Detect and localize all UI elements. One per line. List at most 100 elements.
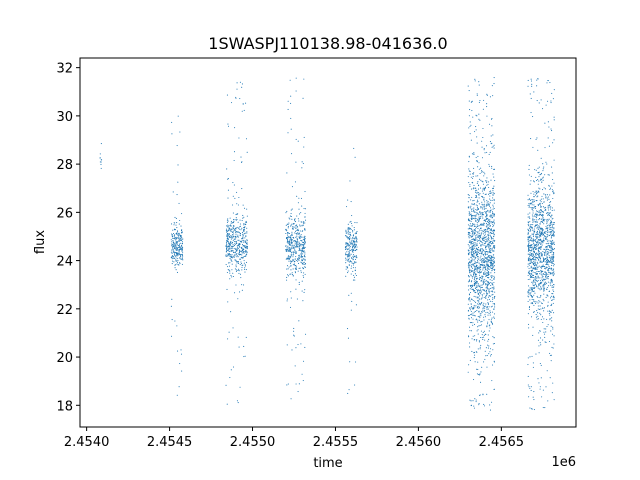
- data-point: [232, 195, 234, 197]
- data-point: [532, 254, 534, 256]
- data-point: [553, 192, 555, 194]
- data-point: [291, 186, 293, 188]
- data-point: [239, 386, 241, 388]
- data-point: [527, 245, 529, 248]
- data-point: [489, 205, 491, 207]
- data-point: [485, 333, 487, 335]
- data-point: [484, 278, 486, 280]
- data-point: [467, 234, 469, 236]
- data-point: [470, 248, 472, 250]
- data-point: [484, 261, 486, 263]
- data-point: [350, 253, 352, 255]
- data-point: [232, 255, 234, 258]
- data-point: [235, 270, 237, 272]
- data-point: [297, 218, 299, 220]
- data-point: [542, 273, 544, 275]
- data-point: [485, 246, 487, 248]
- data-point: [286, 238, 289, 240]
- data-point: [540, 243, 542, 245]
- data-point: [538, 257, 540, 259]
- data-point: [486, 244, 489, 246]
- data-point: [479, 271, 481, 273]
- plot-frame: [79, 57, 577, 428]
- data-point: [481, 237, 483, 239]
- data-point: [286, 300, 288, 302]
- data-point: [488, 211, 490, 213]
- data-point: [540, 210, 542, 212]
- data-point: [529, 278, 531, 280]
- data-point: [531, 238, 533, 240]
- data-point: [469, 267, 471, 269]
- data-point: [489, 123, 491, 125]
- data-point: [242, 234, 244, 236]
- data-point: [294, 232, 296, 234]
- data-point: [551, 268, 553, 270]
- data-point: [483, 254, 485, 256]
- data-point: [478, 251, 480, 253]
- data-point: [539, 386, 541, 388]
- data-point: [481, 275, 483, 277]
- data-point: [298, 213, 301, 215]
- data-point: [287, 255, 289, 257]
- data-point: [479, 212, 482, 214]
- data-point: [231, 242, 233, 244]
- data-point: [478, 81, 480, 83]
- data-point: [473, 308, 475, 310]
- data-point: [492, 311, 494, 313]
- data-point: [476, 270, 478, 272]
- data-point: [478, 192, 480, 194]
- data-point: [538, 382, 540, 384]
- data-point: [237, 236, 240, 238]
- data-point: [487, 308, 489, 310]
- data-point: [470, 256, 472, 258]
- data-point: [474, 276, 476, 278]
- data-point: [534, 239, 536, 241]
- data-point: [549, 352, 551, 354]
- data-point: [179, 246, 181, 248]
- data-point: [294, 221, 297, 223]
- data-point: [547, 196, 549, 198]
- data-point: [527, 375, 529, 378]
- data-point: [531, 233, 533, 235]
- data-point: [542, 218, 545, 220]
- data-point: [537, 315, 539, 317]
- data-point: [537, 248, 539, 250]
- data-point: [177, 264, 179, 266]
- data-point: [492, 297, 494, 299]
- data-point: [355, 256, 357, 258]
- data-point: [350, 220, 352, 223]
- data-point: [538, 166, 540, 168]
- data-point: [544, 208, 547, 210]
- data-point: [481, 286, 483, 289]
- data-point: [347, 230, 349, 233]
- data-point: [527, 295, 529, 297]
- data-point: [237, 269, 239, 272]
- data-point: [490, 199, 492, 201]
- data-point: [229, 228, 231, 230]
- data-point: [532, 116, 534, 118]
- data-point: [234, 292, 236, 294]
- data-point: [484, 173, 486, 175]
- data-point: [349, 247, 351, 249]
- data-point: [537, 280, 539, 282]
- data-point: [293, 251, 295, 253]
- data-point: [472, 238, 474, 240]
- data-point: [552, 142, 554, 144]
- data-point: [493, 215, 495, 217]
- data-point: [484, 220, 487, 222]
- data-point: [488, 203, 490, 206]
- data-point: [539, 228, 541, 230]
- data-point: [487, 303, 489, 305]
- data-point: [475, 215, 477, 217]
- data-point: [241, 161, 243, 163]
- data-point: [173, 254, 175, 256]
- data-point: [181, 370, 183, 372]
- data-point: [356, 246, 358, 248]
- data-point: [476, 275, 478, 277]
- data-point: [245, 269, 247, 271]
- data-point: [548, 312, 550, 315]
- data-point: [246, 215, 248, 217]
- data-point: [298, 257, 301, 260]
- data-point: [246, 231, 248, 233]
- data-point: [351, 300, 353, 302]
